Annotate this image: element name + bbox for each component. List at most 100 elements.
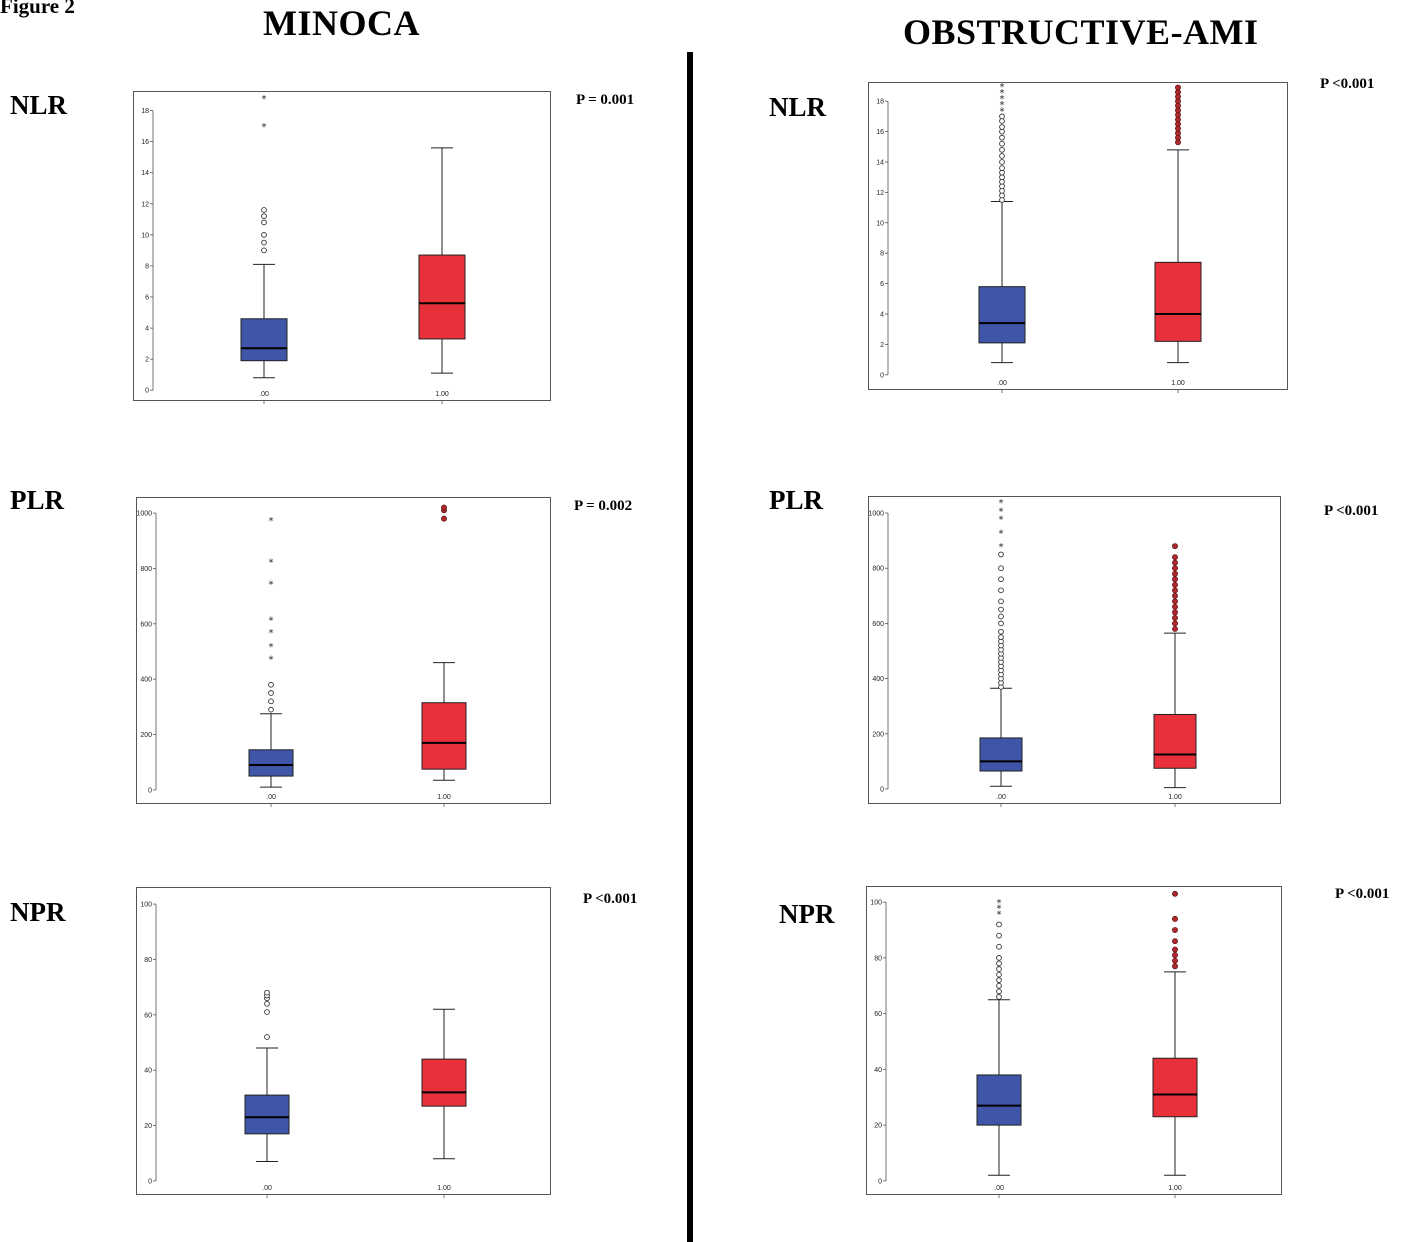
y-tick-label: 0 [878,1178,882,1185]
outlier-point [996,994,1002,1000]
x-tick-label: .00 [996,794,1006,801]
outlier-point [999,140,1005,147]
outlier-point [1172,963,1178,970]
y-tick-label: 6 [145,295,149,302]
p-value-plr-minoca: P = 0.002 [574,498,633,514]
iqr-box [248,749,294,777]
boxplot-nlr-minoca: 0 2 4 6 8 10 12 14 16 18 .00 1.00 * * [133,91,551,404]
outlier-point [999,146,1005,153]
iqr-box [976,1074,1022,1126]
y-tick-label: 400 [140,677,152,684]
outlier-point [998,628,1004,635]
outlier-point [261,219,267,226]
extreme-point: * [262,94,267,105]
p-value-npr-obstructive: P <0.001 [1335,886,1390,902]
outlier-point [1172,609,1178,616]
y-tick-label: 800 [872,566,884,573]
iqr-box [1153,713,1197,769]
outlier-point [1172,581,1178,588]
y-tick-label: 80 [144,957,152,964]
outlier-point [996,977,1002,984]
outlier-point [1172,957,1178,964]
y-tick-label: 8 [880,251,884,258]
y-tick-label: 200 [140,732,152,739]
outlier-point [996,932,1002,939]
outlier-point [1172,915,1178,922]
outlier-point [996,960,1002,967]
x-tick-label: 1.00 [437,794,451,801]
outlier-point [999,153,1005,159]
outlier-point [264,989,270,996]
plot-frame [868,82,1288,390]
extreme-point: * [999,515,1004,526]
outlier-point [1172,592,1178,599]
outlier-point [261,231,267,238]
y-tick-label: 0 [145,388,149,395]
y-tick-label: 18 [876,99,884,106]
p-value-nlr-obstructive: P <0.001 [1320,76,1375,92]
outlier-point [1172,603,1178,610]
iqr-box [244,1094,290,1135]
p-value-nlr-minoca: P = 0.001 [576,92,635,108]
y-tick-label: 80 [874,955,882,962]
outlier-point [1172,620,1178,627]
iqr-box [1152,1057,1198,1118]
y-tick-label: 16 [876,129,884,136]
outlier-point [999,169,1005,176]
x-tick-label: 1.00 [435,391,449,398]
outlier-point [1172,890,1178,897]
outlier-point [261,247,267,254]
y-tick-label: 12 [141,201,149,208]
outlier-point [998,606,1004,613]
boxplot-npr-minoca: 0 20 40 60 80 100 .00 1.00 [136,887,551,1198]
outlier-point [441,515,447,522]
y-tick-label: 400 [872,676,884,683]
extreme-point: * [269,642,274,653]
y-tick-label: 20 [144,1123,152,1130]
y-tick-label: 200 [872,731,884,738]
outlier-point [1172,625,1178,632]
extreme-point: * [999,498,1004,509]
extreme-point: * [997,904,1002,915]
iqr-box [978,286,1026,344]
outlier-point [1172,614,1178,621]
y-tick-label: 14 [141,170,149,177]
outlier-point [999,113,1005,120]
y-tick-label: 100 [870,900,882,907]
row-label-npr-right: NPR [779,899,835,929]
x-tick-label: 1.00 [1171,380,1185,387]
outlier-point [1172,938,1178,945]
outlier-point [261,207,267,213]
outlier-point [999,183,1005,190]
y-tick-label: 2 [145,357,149,364]
outlier-point [1172,946,1178,953]
y-tick-label: 14 [876,160,884,167]
iqr-box [240,318,288,362]
extreme-point: * [999,542,1004,553]
y-tick-label: 1000 [868,511,884,518]
y-tick-label: 40 [144,1068,152,1075]
column-title-minoca: MINOCA [263,3,420,43]
p-value-npr-minoca: P <0.001 [583,891,638,907]
outlier-point [268,706,274,713]
x-tick-label: .00 [997,380,1007,387]
plot-frame [866,886,1282,1195]
y-tick-label: 800 [140,566,152,573]
y-tick-label: 40 [874,1067,882,1074]
row-label-plr-left: PLR [10,485,64,515]
extreme-point: * [269,616,274,627]
outlier-point [998,576,1004,583]
outlier-point [998,587,1004,594]
outlier-point [996,955,1002,961]
y-tick-label: 2 [880,342,884,349]
y-tick-label: 10 [876,220,884,227]
extreme-point: * [262,122,267,133]
outlier-point [999,159,1005,165]
outlier-point [999,124,1005,130]
outlier-point [261,213,267,220]
x-tick-label: .00 [266,794,276,801]
y-tick-label: 18 [141,108,149,115]
extreme-point: * [269,558,274,569]
outlier-point [999,118,1005,124]
